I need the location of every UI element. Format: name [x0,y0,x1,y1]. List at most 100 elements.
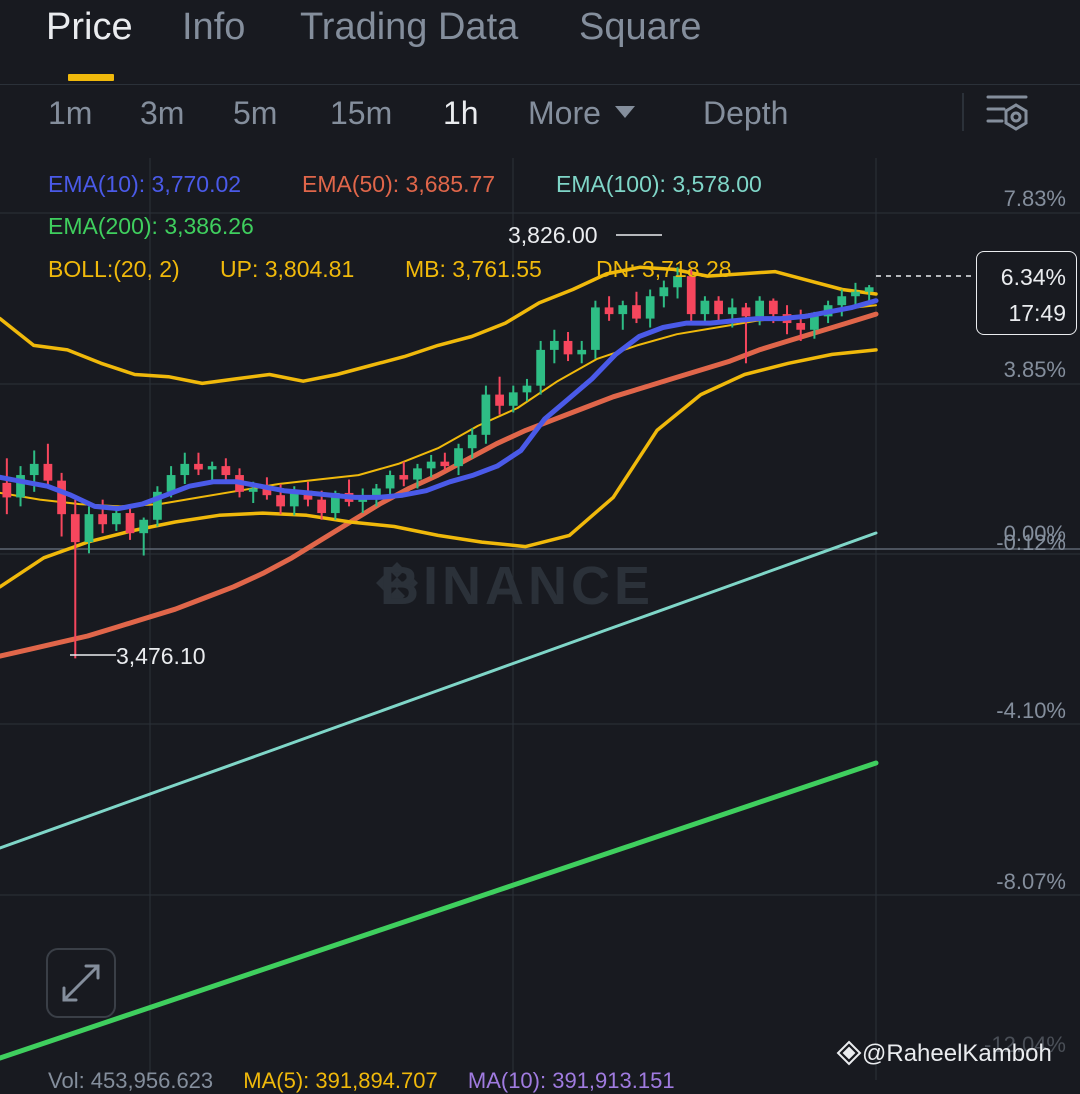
fullscreen-button[interactable] [46,948,116,1018]
ema100-line [0,531,878,850]
candle-body [563,340,573,355]
low-price-label: 3,476.10 [116,643,206,669]
candle-body [440,461,450,467]
chart-settings-icon[interactable] [986,91,1030,135]
divider [962,93,964,131]
tab-trading-data[interactable]: Trading Data [300,6,519,48]
candle-body [645,296,655,319]
depth-button[interactable]: Depth [703,95,789,131]
candle-body [111,513,121,525]
candle-body [98,514,108,525]
candle-body [508,392,518,406]
volume-summary: Vol: 453,956.623 MA(5): 391,894.707 MA(1… [48,1068,675,1094]
candle-body [43,463,53,481]
legend-ema10: EMA(10): 3,770.02 [48,171,242,197]
candle-body [57,480,66,515]
tab-square[interactable]: Square [579,6,702,48]
candle-body [577,349,587,355]
candle-body [796,323,806,330]
active-tab-indicator [68,74,114,81]
candlestick-chart[interactable] [0,158,1080,1080]
candle-body [317,499,327,514]
binance-logo-icon [376,562,418,604]
candle-body [372,488,381,498]
ema200-line [0,760,879,1061]
candle-body [495,394,504,406]
candle-body [289,490,299,507]
axis-label: 7.83% [1003,186,1066,211]
interval-bar: 1m 3m 5m 15m 1h More Depth [0,85,1080,157]
tab-price[interactable]: Price [46,6,133,48]
candle-body [536,349,546,386]
candle-body [399,475,409,480]
candle-body [755,300,765,317]
high-price-label: 3,826.00 [508,222,598,248]
candle-body [84,514,94,543]
axis-label: -8.07% [996,869,1066,894]
candle-body [153,491,162,520]
axis-label: -4.10% [996,698,1066,723]
candle-body [837,296,847,306]
candle-body [864,287,874,292]
top-tabs: Price Info Trading Data Square [0,0,1080,85]
legend-boll: BOLL:(20, 2) [48,256,180,282]
candle-body [454,448,463,467]
tab-info[interactable]: Info [182,6,246,48]
interval-15m[interactable]: 15m [330,95,393,131]
candle-body [166,475,176,492]
interval-1h[interactable]: 1h [443,95,479,131]
current-percent: 6.34% [1000,264,1066,290]
candle-body [70,514,80,543]
candle-body [851,291,860,297]
candle-body [632,305,641,319]
interval-3m[interactable]: 3m [140,95,185,131]
more-dropdown[interactable]: More [528,95,635,132]
candle-countdown: 17:49 [1008,300,1066,326]
candle-body [467,434,477,449]
candle-body [673,276,682,288]
credit-handle: @RaheelKamboh [862,1040,1052,1067]
candle-body [604,307,614,315]
boll-down-line [0,348,878,589]
candle-body [618,305,628,315]
binance-square-icon [836,1040,862,1066]
legend-boll-dn: DN: 3,718.28 [596,256,732,282]
candle-body [659,287,669,297]
interval-5m[interactable]: 5m [233,95,278,131]
candle-body [714,300,723,315]
legend-boll-mb: MB: 3,761.55 [405,256,542,282]
legend-ema50: EMA(50): 3,685.77 [302,171,496,197]
candle-body [591,307,600,350]
candle-body [2,482,12,498]
author-credit: @RaheelKamboh [836,1040,1052,1068]
candle-body [686,276,696,315]
candle-body [248,488,258,492]
candle-body [29,463,39,476]
candle-body [194,463,203,470]
watermark: BINANCE [380,556,655,616]
axis-label: 0.00% [1003,521,1066,546]
boll-up-line [0,265,878,386]
caret-down-icon [614,105,635,118]
candle-body [16,475,25,498]
candle-body [426,461,436,469]
interval-1m[interactable]: 1m [48,95,93,131]
current-price-tag: 6.34% 17:49 [976,251,1077,335]
candle-body [810,316,819,330]
ema10-line [0,298,879,512]
volume-value: Vol: 453,956.623 [48,1068,214,1093]
candle-body [139,519,149,534]
volume-ma10: MA(10): 391,913.151 [467,1068,675,1093]
candle-body [330,492,340,514]
legend-boll-up: UP: 3,804.81 [220,256,355,282]
axis-label: -12.04% [984,1032,1066,1057]
legend-ema200: EMA(200): 3,386.26 [48,213,254,239]
legend-ema100: EMA(100): 3,578.00 [556,171,762,197]
candle-body [207,466,217,470]
candle-body [385,475,395,489]
axis-label: 3.85% [1003,357,1066,382]
more-label: More [528,95,601,131]
candle-body [522,385,532,393]
candle-body [221,466,231,476]
expand-icon [62,964,100,1002]
